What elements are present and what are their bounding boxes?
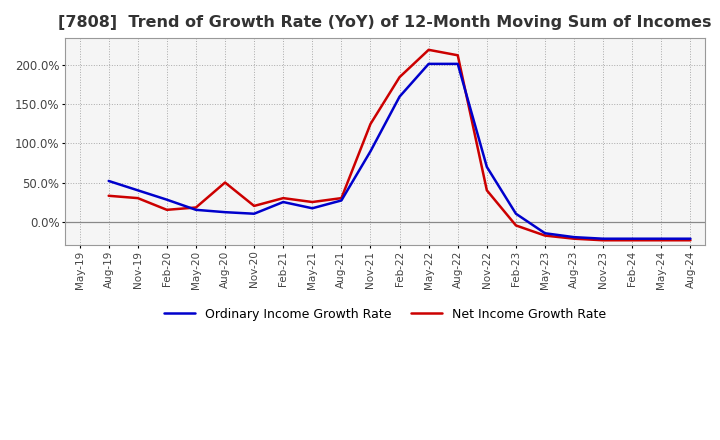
Net Income Growth Rate	[686, 238, 695, 243]
Ordinary Income Growth Rate	[104, 178, 113, 183]
Net Income Growth Rate	[133, 195, 142, 201]
Net Income Growth Rate	[308, 199, 317, 205]
Title: [7808]  Trend of Growth Rate (YoY) of 12-Month Moving Sum of Incomes: [7808] Trend of Growth Rate (YoY) of 12-…	[58, 15, 712, 30]
Ordinary Income Growth Rate	[366, 149, 375, 154]
Net Income Growth Rate	[279, 195, 287, 201]
Ordinary Income Growth Rate	[599, 236, 608, 242]
Net Income Growth Rate	[221, 180, 230, 185]
Ordinary Income Growth Rate	[686, 236, 695, 242]
Legend: Ordinary Income Growth Rate, Net Income Growth Rate: Ordinary Income Growth Rate, Net Income …	[159, 303, 611, 326]
Ordinary Income Growth Rate	[512, 211, 521, 216]
Net Income Growth Rate	[570, 236, 578, 242]
Ordinary Income Growth Rate	[541, 231, 549, 236]
Net Income Growth Rate	[628, 238, 636, 243]
Ordinary Income Growth Rate	[192, 207, 200, 213]
Line: Ordinary Income Growth Rate: Ordinary Income Growth Rate	[109, 64, 690, 239]
Ordinary Income Growth Rate	[337, 198, 346, 203]
Ordinary Income Growth Rate	[163, 197, 171, 202]
Ordinary Income Growth Rate	[454, 61, 462, 66]
Net Income Growth Rate	[424, 47, 433, 52]
Net Income Growth Rate	[599, 238, 608, 243]
Net Income Growth Rate	[104, 193, 113, 198]
Ordinary Income Growth Rate	[570, 235, 578, 240]
Ordinary Income Growth Rate	[279, 199, 287, 205]
Ordinary Income Growth Rate	[250, 211, 258, 216]
Net Income Growth Rate	[163, 207, 171, 213]
Ordinary Income Growth Rate	[395, 94, 404, 99]
Net Income Growth Rate	[395, 74, 404, 80]
Ordinary Income Growth Rate	[628, 236, 636, 242]
Net Income Growth Rate	[337, 195, 346, 201]
Ordinary Income Growth Rate	[657, 236, 666, 242]
Net Income Growth Rate	[250, 203, 258, 209]
Ordinary Income Growth Rate	[482, 164, 491, 169]
Ordinary Income Growth Rate	[133, 188, 142, 193]
Net Income Growth Rate	[366, 121, 375, 127]
Line: Net Income Growth Rate: Net Income Growth Rate	[109, 50, 690, 240]
Ordinary Income Growth Rate	[221, 209, 230, 215]
Net Income Growth Rate	[454, 53, 462, 58]
Ordinary Income Growth Rate	[308, 205, 317, 211]
Net Income Growth Rate	[657, 238, 666, 243]
Net Income Growth Rate	[541, 233, 549, 238]
Net Income Growth Rate	[482, 188, 491, 193]
Ordinary Income Growth Rate	[424, 61, 433, 66]
Net Income Growth Rate	[512, 223, 521, 228]
Net Income Growth Rate	[192, 205, 200, 210]
